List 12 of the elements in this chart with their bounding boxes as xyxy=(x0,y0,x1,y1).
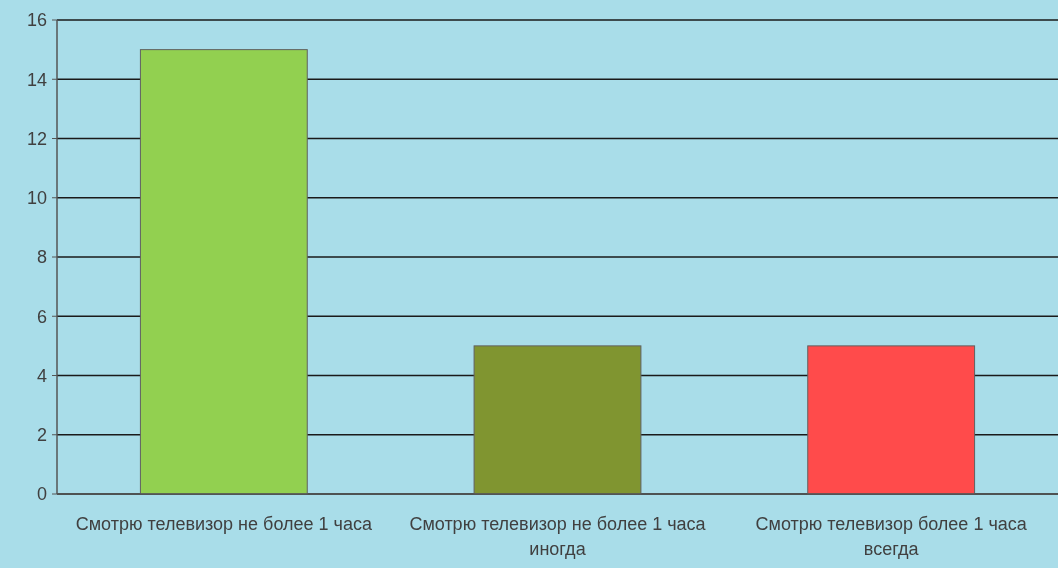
y-tick-label: 16 xyxy=(26,10,47,31)
y-tick-label: 0 xyxy=(36,484,47,505)
y-tick-label: 14 xyxy=(26,69,47,90)
y-tick-label: 10 xyxy=(26,188,47,209)
y-tick-label: 6 xyxy=(36,306,47,327)
y-tick-label: 2 xyxy=(36,425,47,446)
y-tick-label: 8 xyxy=(36,247,47,268)
y-tick-label: 12 xyxy=(26,128,47,149)
x-tick-label: Смотрю телевизор не более 1 часа иногда xyxy=(409,514,707,559)
x-tick-label: Смотрю телевизор не более 1 часа xyxy=(75,514,373,534)
x-tick-label: Смотрю телевизор более 1 часа всегда xyxy=(755,514,1028,559)
y-tick-label: 4 xyxy=(36,365,47,386)
